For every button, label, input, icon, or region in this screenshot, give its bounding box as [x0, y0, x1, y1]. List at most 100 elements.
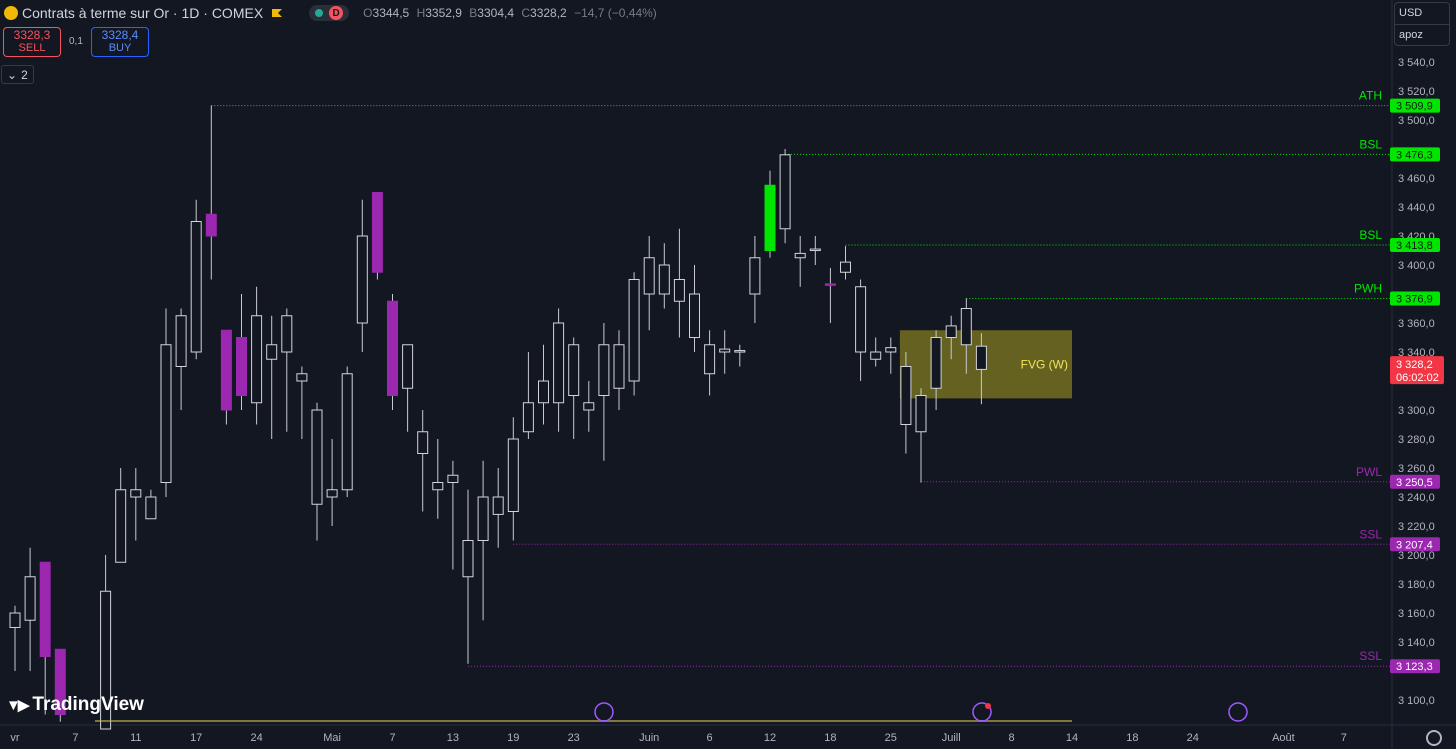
candle — [326, 439, 338, 526]
candle-body — [628, 279, 640, 382]
candle-body — [538, 380, 549, 404]
candle — [628, 272, 640, 396]
indicator-count: 2 — [21, 67, 28, 82]
sell-price: 3328,3 — [13, 28, 51, 42]
x-tick-label: 17 — [190, 732, 202, 744]
level-price-label: 3 250,5 — [1396, 477, 1433, 489]
open-value: 3344,5 — [372, 6, 410, 20]
y-tick-label: 3 540,0 — [1398, 57, 1435, 69]
candle — [719, 330, 731, 374]
candle — [24, 547, 36, 671]
candle-body — [553, 322, 565, 404]
candle-body — [387, 300, 398, 396]
indicators-toggle[interactable]: ⌄ 2 — [1, 65, 34, 84]
candle-body — [855, 286, 867, 353]
y-tick-label: 3 460,0 — [1398, 173, 1435, 185]
fvg-label: FVG (W) — [1021, 357, 1068, 371]
candle — [492, 468, 504, 548]
candle — [236, 294, 247, 410]
level-name: PWH — [1354, 281, 1382, 295]
candle-body — [794, 252, 806, 259]
countdown-label: 06:02:02 — [1396, 372, 1439, 384]
x-tick-label: 7 — [389, 732, 395, 744]
chart-title[interactable]: Contrats à terme sur Or · 1D · COMEX — [22, 5, 264, 21]
y-tick-label: 3 440,0 — [1398, 202, 1435, 214]
candle-body — [236, 337, 247, 396]
candle — [387, 294, 398, 410]
candle-body — [734, 350, 746, 353]
candle — [115, 468, 127, 563]
candle — [507, 417, 519, 541]
candle — [568, 337, 580, 439]
candle-body — [945, 325, 957, 338]
unit-label[interactable]: apoz — [1399, 29, 1423, 41]
candle — [447, 460, 459, 570]
candle-body — [568, 344, 580, 396]
sell-button[interactable]: 3328,3 SELL — [3, 27, 61, 57]
candle — [824, 267, 836, 323]
event-icon — [594, 702, 614, 722]
market-status-pill[interactable]: D — [309, 5, 350, 21]
candle-body — [130, 489, 142, 498]
level-name: SSL — [1359, 649, 1382, 663]
candle — [462, 489, 474, 664]
level-price-tag — [1390, 237, 1440, 252]
x-tick-label: Août — [1272, 732, 1295, 744]
tradingview-logo[interactable]: ▼▶ TradingView — [6, 694, 144, 716]
candle-body — [915, 395, 927, 433]
candle-body — [311, 409, 323, 505]
candle-body — [809, 248, 821, 252]
candle — [583, 381, 595, 432]
x-tick-label: 25 — [885, 732, 897, 744]
candle — [870, 337, 882, 367]
y-tick-label: 3 280,0 — [1398, 434, 1435, 446]
currency-label[interactable]: USD — [1395, 3, 1449, 25]
flag-icon[interactable] — [271, 8, 283, 18]
candle-body — [145, 496, 157, 520]
candle-body — [930, 337, 942, 389]
x-tick-label: 6 — [707, 732, 713, 744]
candle-body — [870, 351, 882, 360]
candle-body — [583, 402, 595, 411]
y-tick-label: 3 180,0 — [1398, 579, 1435, 591]
x-tick-label: 12 — [764, 732, 776, 744]
level-price-tag — [1390, 537, 1440, 552]
dividend-event-icon — [972, 702, 992, 722]
candle — [432, 439, 444, 519]
x-tick-label: 14 — [1066, 732, 1078, 744]
settings-icon[interactable] — [1426, 730, 1442, 746]
candle-body — [598, 344, 610, 396]
y-tick-label: 3 340,0 — [1398, 347, 1435, 359]
candle — [9, 605, 21, 671]
candle-body — [266, 344, 278, 360]
currency-selector[interactable]: USD apoz — [1394, 2, 1450, 46]
candle-body — [326, 489, 338, 498]
level-price-label: 3 207,4 — [1396, 539, 1433, 551]
candle — [915, 388, 927, 483]
level-price-tag — [1390, 474, 1440, 489]
y-tick-label: 3 140,0 — [1398, 637, 1435, 649]
candle — [598, 323, 610, 461]
candle-body — [900, 366, 912, 425]
buy-button[interactable]: 3328,4 BUY — [91, 27, 149, 57]
close-value: 3328,2 — [530, 6, 567, 20]
market-open-dot-icon — [315, 9, 324, 17]
candle — [371, 192, 383, 280]
candle — [311, 402, 323, 541]
candle-body — [175, 315, 187, 367]
spread-value: 0,1 — [69, 36, 83, 47]
level-price-label: 3 413,8 — [1396, 240, 1433, 252]
candle — [779, 149, 791, 244]
candle — [658, 243, 670, 309]
x-tick-label: Juin — [639, 732, 659, 744]
candle-body — [975, 345, 987, 370]
level-price-tag — [1390, 147, 1440, 162]
candle — [900, 352, 912, 454]
candle — [689, 265, 700, 352]
candle — [764, 170, 776, 258]
candle — [356, 199, 368, 352]
candle-body — [205, 213, 217, 237]
candle — [477, 460, 489, 621]
y-tick-label: 3 360,0 — [1398, 318, 1435, 330]
